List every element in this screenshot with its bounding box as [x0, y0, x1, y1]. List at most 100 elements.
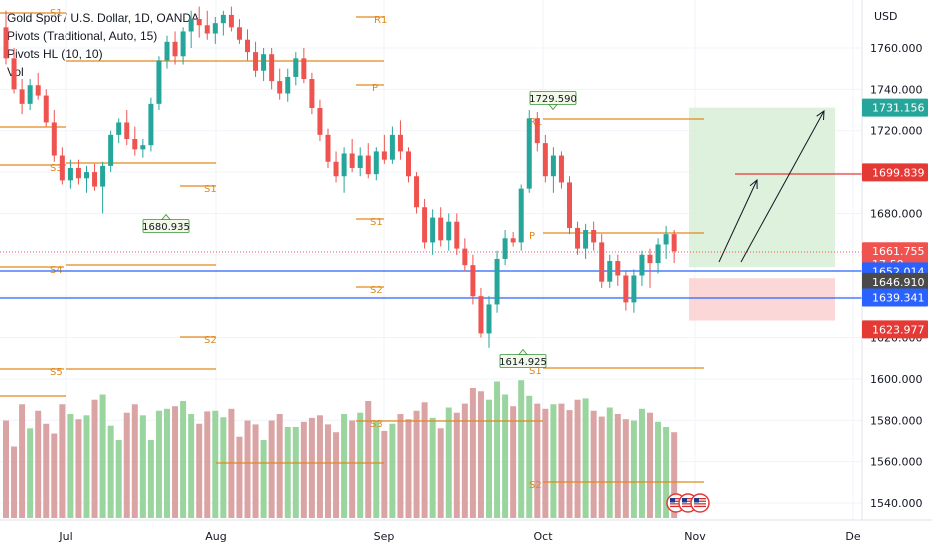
pivot-label: S3 [370, 419, 383, 430]
pivot-label: R1 [374, 15, 387, 26]
us-flag-stripe [670, 503, 682, 505]
drawing-arrows[interactable] [718, 109, 825, 263]
candle-body [27, 85, 33, 104]
volume-bar [413, 410, 420, 518]
volume-bar [445, 407, 452, 518]
candle-body [51, 122, 57, 156]
pivot-label: S2 [204, 335, 217, 346]
candle-body [389, 134, 395, 160]
candle-body [615, 261, 621, 276]
price-tick-label: 1760.000 [870, 42, 923, 55]
candle-body [164, 41, 170, 61]
us-flag-stripe [682, 500, 694, 502]
candle-body [406, 151, 411, 177]
volume-bar [381, 430, 388, 518]
candle-body [591, 230, 597, 243]
arrow-long [740, 110, 825, 263]
volume-bar [115, 440, 122, 518]
volume-bar [598, 416, 605, 518]
volume-bar [276, 414, 283, 518]
candle-body [357, 155, 363, 168]
volume-bar [461, 403, 468, 518]
candle-body [84, 172, 89, 179]
candle-body [671, 234, 677, 252]
volume-bar [59, 404, 66, 518]
volume-bar [638, 408, 645, 518]
price-tick-label: 1740.000 [870, 83, 923, 96]
volume-bar [139, 415, 146, 518]
horizontal-lines[interactable] [0, 173, 862, 299]
us-flag-field [670, 498, 682, 508]
volume-bar [397, 414, 404, 518]
us-flag-field [682, 498, 694, 508]
volume-bar [558, 403, 565, 518]
volume-bar [268, 420, 275, 518]
us-flag-stripe [670, 498, 682, 500]
legend-pivots-traditional[interactable]: Pivots (Traditional, Auto, 15) [7, 29, 158, 43]
us-flag-canton [694, 498, 699, 503]
candle-body [92, 172, 98, 187]
pivot-high-low-labels: 1680.935 1729.590 1614.925 [142, 91, 577, 368]
stop-zone [689, 278, 835, 321]
candle-body [124, 122, 130, 139]
time-axis[interactable]: Jul Aug Sep Oct Nov De [0, 519, 932, 550]
pivot-label: S3 [50, 163, 63, 174]
currency-label: USD [874, 10, 898, 23]
candle-body [293, 58, 299, 77]
pivot-label: S1 [370, 217, 383, 228]
volume-bar [663, 427, 670, 518]
volume-bar [172, 406, 179, 518]
candle-body [236, 27, 242, 40]
price-tag [862, 288, 928, 307]
candle-body [583, 230, 589, 249]
candle-body [486, 304, 492, 334]
candle-body [373, 151, 379, 175]
candle-body [261, 54, 267, 71]
candle-body [228, 14, 234, 28]
candle-body [510, 238, 516, 243]
candle-body [220, 14, 226, 24]
volume-bar [542, 408, 549, 518]
candles [3, 6, 677, 348]
pivot-hl-pointer [518, 348, 528, 355]
volume-bar [486, 399, 492, 518]
volume-bar [429, 417, 436, 518]
candle-body [414, 176, 420, 208]
candle-body [639, 254, 645, 276]
volume-bar [526, 395, 533, 518]
us-flag-canton [670, 498, 675, 503]
arrow-long-head [816, 109, 825, 121]
us-flag-stripe [682, 503, 694, 505]
candle-body [333, 161, 339, 177]
candle-body [558, 155, 564, 183]
us-flag-stripe [682, 498, 694, 500]
candle-body [253, 52, 259, 71]
volume-bar [308, 417, 315, 518]
price-tick-label: 1580.000 [870, 414, 923, 427]
candle-body [422, 207, 428, 243]
pivot-hl-text: 1680.935 [142, 222, 190, 233]
candle-body [623, 275, 629, 303]
price-tag-label: 1639.341 [872, 292, 925, 305]
legend-pivots-hl[interactable]: Pivots HL (10, 10) [7, 47, 103, 61]
trade-zones[interactable] [689, 107, 835, 321]
volume-bar [630, 420, 637, 518]
pivot-label: S5 [50, 367, 63, 378]
price-tag-label: 1646.910 [872, 276, 925, 289]
candle-body [599, 242, 605, 282]
us-flag-stripe [694, 505, 706, 508]
candle-body [397, 134, 403, 152]
volume-bar [19, 404, 26, 518]
candle-body [655, 244, 661, 264]
economic-events[interactable] [666, 493, 710, 513]
us-flag-canton [682, 498, 687, 503]
legend-symbol-title[interactable]: Gold Spot / U.S. Dollar, 1D, OANDA [7, 11, 200, 25]
volume-bar [11, 446, 18, 518]
price-axis[interactable]: USD1760.0001740.0001720.0001700.0001680.… [861, 0, 932, 550]
candle-body [607, 261, 613, 282]
volume-bar [220, 417, 227, 518]
candle-body [567, 182, 572, 228]
candle-body [108, 134, 114, 166]
volume-bar [469, 388, 476, 518]
